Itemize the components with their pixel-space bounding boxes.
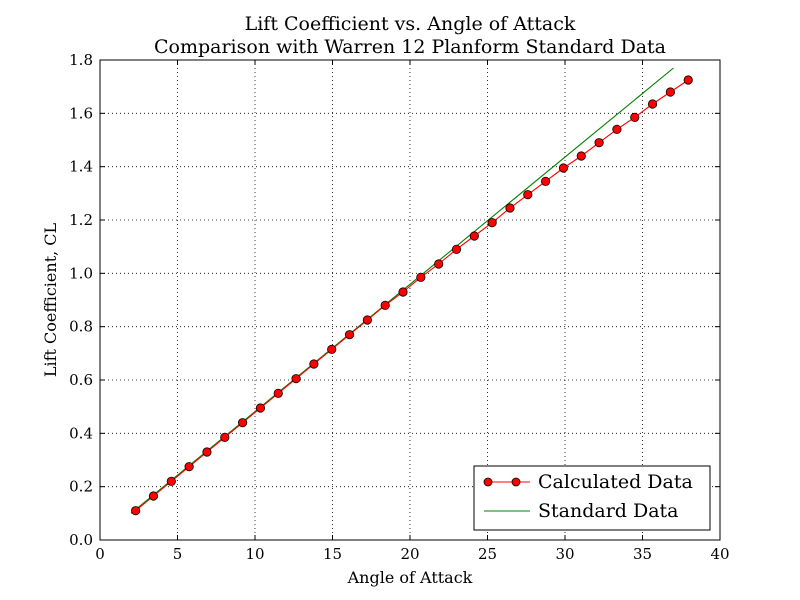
calculated-data-point [291,374,301,384]
calculated-data-point [273,388,283,398]
y-tick-label: 1.0 [69,264,93,282]
calculated-data-point [327,344,337,354]
y-tick-label: 0.8 [69,318,93,336]
calculated-data-point [238,418,248,428]
calculated-data-point [487,218,497,228]
x-tick-label: 15 [323,545,342,563]
calculated-data-point [255,403,266,413]
calculated-data-point [558,163,569,173]
calculated-data-point [594,138,604,148]
calculated-data-point [523,190,533,200]
calculated-data-point [184,462,194,472]
calculated-data-point [665,87,676,97]
x-tick-label: 10 [245,545,264,563]
chart-subtitle: Comparison with Warren 12 Planform Stand… [154,36,666,58]
calculated-data-point [202,447,212,457]
calculated-data-point [469,231,479,241]
y-axis-label: Lift Coefficient, CL [41,222,60,377]
calculated-data-point [166,476,176,486]
calculated-data-point [131,506,141,516]
calculated-data-point [576,151,586,161]
calculated-data-point [505,203,515,213]
chart-title: Lift Coefficient vs. Angle of Attack [245,13,576,35]
calculated-data-point [612,124,622,134]
legend-calculated-marker [483,477,493,487]
x-tick-label: 35 [633,545,652,563]
x-axis-label: Angle of Attack [347,568,473,587]
y-tick-label: 0.2 [69,478,93,496]
y-tick-label: 0.6 [69,371,93,389]
calculated-data-point [148,491,159,501]
legend-calculated-marker [511,477,521,487]
x-tick-label: 30 [555,545,574,563]
legend: Calculated Data Standard Data [473,465,711,531]
y-tick-label: 0.4 [69,424,93,442]
x-tick-label: 5 [173,545,183,563]
legend-standard-label: Standard Data [538,500,679,522]
calculated-data-point [683,75,693,85]
x-tick-label: 20 [400,545,419,563]
calculated-data-point [541,176,551,186]
calculated-data-point [220,432,230,442]
x-tick-label: 25 [478,545,497,563]
legend-calculated-label: Calculated Data [538,471,693,493]
calculated-data-line [135,79,689,512]
calculated-data-point [416,272,426,282]
x-tick-label: 40 [710,545,729,563]
x-tick-label: 0 [95,545,105,563]
calculated-data-series [131,75,693,516]
calculated-data-point [380,300,390,310]
y-tick-label: 0.0 [69,531,93,549]
calculated-data-point [630,112,640,122]
y-tick-label: 1.6 [69,104,93,122]
calculated-data-point [398,287,408,297]
calculated-data-point [647,99,658,109]
calculated-data-point [362,315,372,325]
legend-box [473,465,711,531]
y-tick-label: 1.2 [69,211,93,229]
calculated-data-point [309,359,319,369]
axis-ticks: 0 5 10 15 20 25 30 35 40 0.0 0.2 0.4 0.6 0.8 1.0 1.2 1.4… [69,51,729,563]
y-tick-label: 1.8 [69,51,93,69]
calculated-data-point [451,244,462,254]
calculated-data-point [344,330,355,340]
y-tick-label: 1.4 [69,158,93,176]
calculated-data-point [434,259,444,269]
